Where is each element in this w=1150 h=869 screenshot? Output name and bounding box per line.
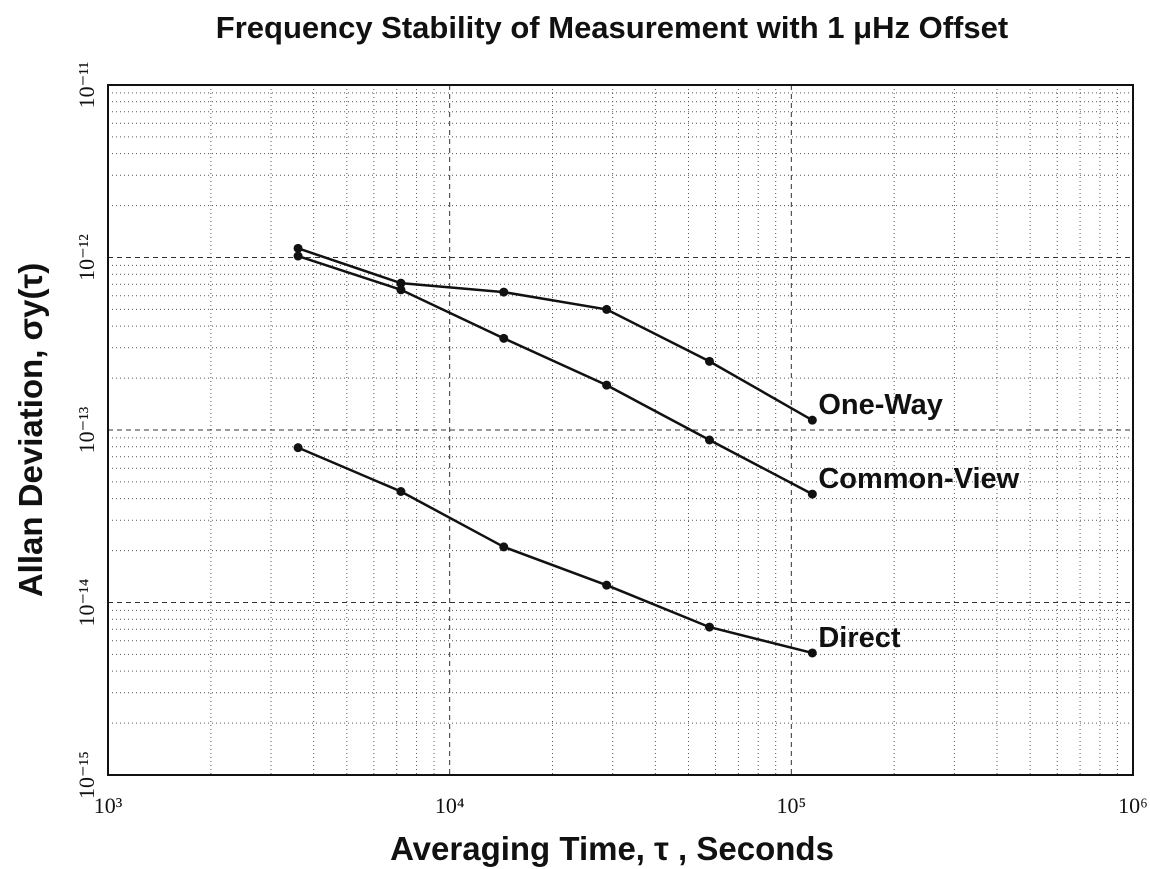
x-tick-label: 10⁶ xyxy=(1118,793,1148,818)
data-point xyxy=(499,333,509,343)
data-point xyxy=(396,285,406,295)
data-point xyxy=(807,415,817,425)
series-label: One-Way xyxy=(818,389,943,421)
data-point xyxy=(602,304,612,314)
data-point xyxy=(807,489,817,499)
chart-title: Frequency Stability of Measurement with … xyxy=(216,10,1008,45)
x-tick-label: 10⁵ xyxy=(776,793,806,818)
data-point xyxy=(293,243,303,253)
y-tick-label: 10⁻¹³ xyxy=(74,406,99,453)
y-tick-label: 10⁻¹⁵ xyxy=(74,751,99,799)
data-point xyxy=(602,580,612,590)
data-point xyxy=(396,278,406,288)
data-point xyxy=(293,443,303,453)
series-label: Common-View xyxy=(818,463,1019,495)
data-point xyxy=(704,622,714,632)
data-point xyxy=(704,356,714,366)
data-point xyxy=(602,380,612,390)
y-tick-label: 10⁻¹² xyxy=(74,234,99,281)
series-line xyxy=(297,446,813,655)
series-line xyxy=(297,254,813,496)
x-tick-label: 10⁴ xyxy=(435,793,465,818)
data-point xyxy=(807,648,817,658)
data-point xyxy=(499,542,509,552)
x-tick-label: 10³ xyxy=(94,793,123,818)
series-line xyxy=(297,247,813,422)
plot-frame xyxy=(107,84,1134,776)
x-axis-label: Averaging Time, τ , Seconds xyxy=(390,830,834,867)
data-point xyxy=(499,287,509,297)
data-point xyxy=(704,435,714,445)
series-label: Direct xyxy=(818,622,901,654)
y-tick-label: 10⁻¹¹ xyxy=(74,62,99,109)
y-axis-label: Allan Deviation, σy(τ) xyxy=(12,263,49,597)
y-tick-label: 10⁻¹⁴ xyxy=(74,578,99,626)
data-point xyxy=(396,487,406,497)
data-point xyxy=(293,251,303,261)
